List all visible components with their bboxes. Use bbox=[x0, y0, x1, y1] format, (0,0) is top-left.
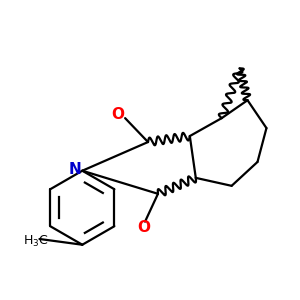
Text: O: O bbox=[112, 107, 124, 122]
Text: O: O bbox=[137, 220, 150, 235]
Text: H$_3$C: H$_3$C bbox=[22, 234, 48, 249]
Text: N: N bbox=[68, 162, 81, 177]
